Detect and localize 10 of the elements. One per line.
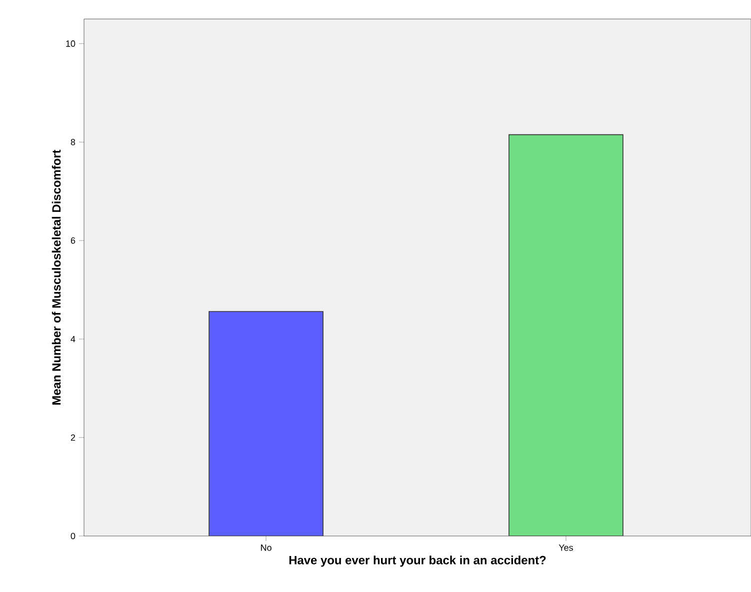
x-tick-label: No <box>261 544 272 551</box>
y-tick-label: 4 <box>70 336 76 342</box>
y-tick-label: 0 <box>70 532 76 540</box>
y-tick-label: 8 <box>70 138 76 146</box>
y-tick-label: 10 <box>66 40 76 47</box>
x-axis-title: Have you ever hurt your back in an accident? <box>289 556 546 567</box>
x-tick-label: Yes <box>558 544 573 551</box>
y-tick-label: 2 <box>70 434 76 441</box>
y-axis-title: Mean Number of Musculoskeletal Discomfort <box>52 150 61 405</box>
y-tick-label: 6 <box>70 237 76 244</box>
